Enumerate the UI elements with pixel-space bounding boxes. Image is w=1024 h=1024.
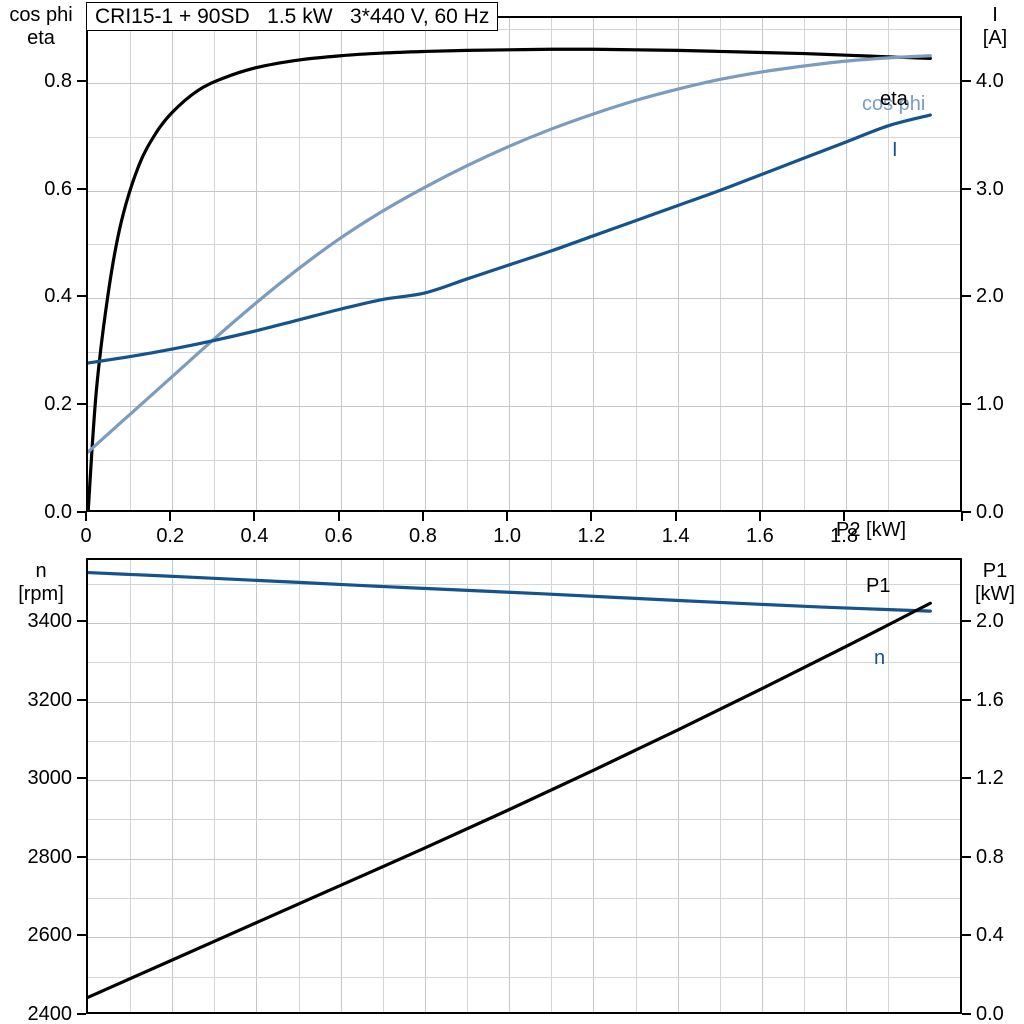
axis-label-bottom: 0.6 [309,526,369,546]
axis-tick-bottom [338,512,340,521]
axis-tick-bottom [843,512,845,521]
axis-label-right: 0.0 [976,502,1004,522]
axis-tick-left [77,1013,86,1015]
curves-layer [88,560,960,1012]
axis-label-right: 1.6 [976,690,1004,710]
axis-label-right: 3.0 [976,179,1004,199]
axis-tick-bottom-end [961,512,963,521]
axis-tick-right [962,856,971,858]
axis-label-left: 3200 [0,690,72,710]
axis-tick-bottom [253,512,255,521]
axis-tick-bottom [759,512,761,521]
axis-label-left: 0.2 [0,394,72,414]
curves-layer [88,18,960,510]
axis-tick-right [962,188,971,190]
axis-tick-left [77,699,86,701]
axis-label-bottom: 1.6 [730,526,790,546]
axis-label-left: 3400 [0,611,72,631]
axis-label-left: 3000 [0,768,72,788]
axis-label-bottom: 0 [56,526,116,546]
axis-tick-right [962,511,971,513]
top-left-axis-title-line1: cos phi [2,4,80,27]
axis-label-left: 2800 [0,847,72,867]
axis-tick-bottom [590,512,592,521]
axis-label-right: 0.0 [976,1004,1004,1024]
curve-label-speed: n [874,648,885,668]
axis-label-left: 0.6 [0,179,72,199]
axis-tick-left [77,295,86,297]
top-right-axis-title: I [A] [968,4,1022,50]
chart-title: CRI15-1 + 90SD 1.5 kW 3*440 V, 60 Hz [95,5,489,29]
curve-i [88,115,930,363]
curve-n [88,573,930,612]
curve-cos-phi [88,56,930,452]
axis-tick-right [962,1013,971,1015]
bottom-right-axis-title: P1 [kW] [968,560,1022,606]
axis-tick-right [962,80,971,82]
axis-tick-right [962,620,971,622]
axis-tick-right [962,699,971,701]
axis-label-bottom: 1.2 [561,526,621,546]
axis-label-right: 0.4 [976,925,1004,945]
bottom-chart-panel: n [rpm] P1 [kW] P1 n 2400 2600 2800 3000 320… [0,548,1024,1024]
chart-page: cos phi eta I [A] CRI15-1 + 90SD 1.5 kW … [0,0,1024,1024]
axis-tick-left [77,777,86,779]
axis-label-bottom: 0.2 [140,526,200,546]
curve-label-power: P1 [866,576,890,596]
axis-label-left: 2600 [0,925,72,945]
axis-label-right: 2.0 [976,611,1004,631]
curve-p1 [88,603,930,997]
bottom-plot-area [86,558,962,1014]
axis-tick-bottom [422,512,424,521]
axis-label-bottom: 1.0 [477,526,537,546]
axis-label-bottom: 1.4 [646,526,706,546]
axis-label-left: 2400 [0,1004,72,1024]
axis-tick-right [962,295,971,297]
axis-tick-bottom [675,512,677,521]
bottom-left-axis-title-line1: n [2,560,80,583]
axis-label-left: 0.0 [0,502,72,522]
axis-tick-left [77,620,86,622]
axis-label-right: 1.0 [976,394,1004,414]
curve-label-current: I [892,140,898,160]
top-plot-area [86,16,962,512]
bottom-right-axis-title-line1: P1 [968,560,1022,583]
axis-tick-left [77,403,86,405]
axis-tick-right [962,934,971,936]
axis-tick-left [77,188,86,190]
bottom-plot-inner [88,560,960,1012]
top-right-axis-title-line2: [A] [968,27,1022,50]
axis-label-right: 4.0 [976,71,1004,91]
axis-label-left: 0.8 [0,71,72,91]
axis-label-left: 0.4 [0,286,72,306]
bottom-left-axis-title-line2: [rpm] [2,583,80,606]
top-left-axis-title: cos phi eta [2,4,80,50]
axis-tick-bottom [85,512,87,521]
top-plot-inner [88,18,960,510]
curve-label-eta: eta [880,89,908,109]
axis-tick-left [77,934,86,936]
top-chart-panel: cos phi eta I [A] CRI15-1 + 90SD 1.5 kW … [0,0,1024,548]
top-right-axis-title-line1: I [968,4,1022,27]
axis-label-bottom: 1.8 [814,526,874,546]
axis-label-right: 2.0 [976,286,1004,306]
axis-tick-left [77,80,86,82]
bottom-right-axis-title-line2: [kW] [968,583,1022,606]
chart-title-box: CRI15-1 + 90SD 1.5 kW 3*440 V, 60 Hz [86,2,498,31]
axis-tick-bottom [506,512,508,521]
axis-tick-right [962,403,971,405]
axis-tick-right [962,777,971,779]
axis-tick-left [77,856,86,858]
axis-label-right: 0.8 [976,847,1004,867]
bottom-left-axis-title: n [rpm] [2,560,80,606]
axis-tick-bottom [169,512,171,521]
top-left-axis-title-line2: eta [2,27,80,50]
axis-label-bottom: 0.4 [224,526,284,546]
axis-label-right: 1.2 [976,768,1004,788]
axis-label-bottom: 0.8 [393,526,453,546]
curve-eta [88,49,930,510]
